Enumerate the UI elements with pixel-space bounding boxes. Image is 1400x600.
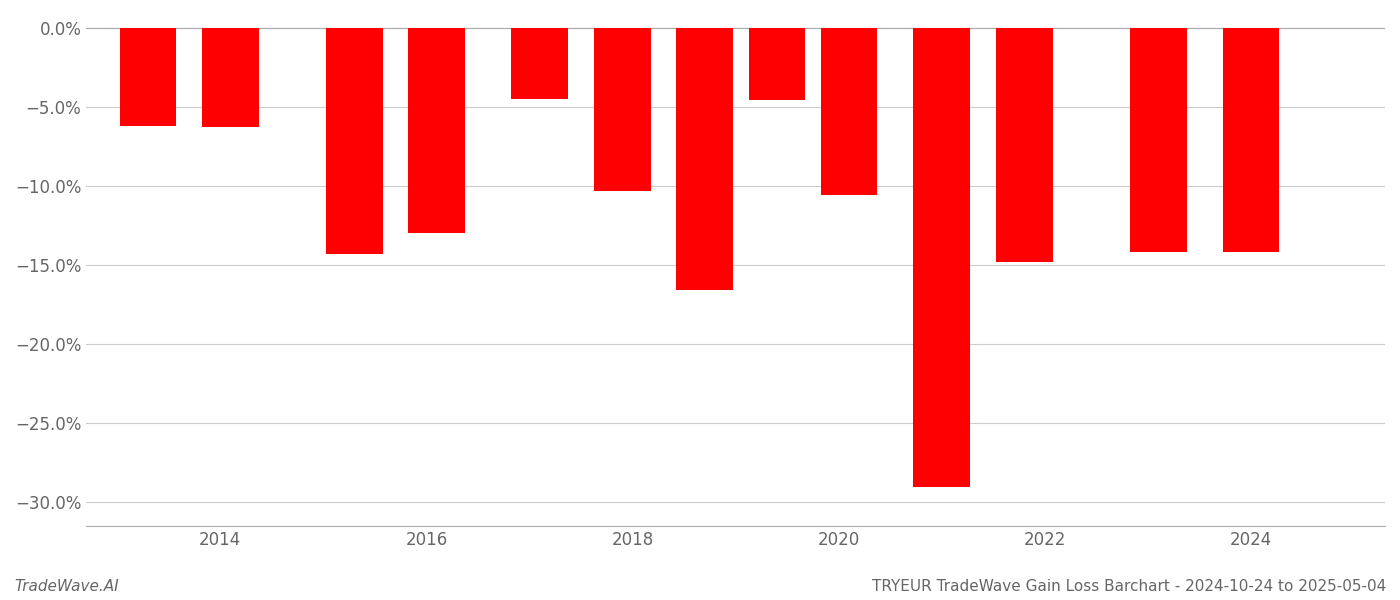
Bar <box>913 28 970 487</box>
Bar <box>594 28 651 191</box>
Bar <box>1130 28 1187 253</box>
Bar <box>749 28 805 100</box>
Bar <box>202 28 259 127</box>
Bar <box>676 28 734 290</box>
Bar <box>1222 28 1280 253</box>
Text: TradeWave.AI: TradeWave.AI <box>14 579 119 594</box>
Bar <box>326 28 382 254</box>
Bar <box>120 28 176 126</box>
Text: TRYEUR TradeWave Gain Loss Barchart - 2024-10-24 to 2025-05-04: TRYEUR TradeWave Gain Loss Barchart - 20… <box>872 579 1386 594</box>
Bar <box>409 28 465 233</box>
Bar <box>995 28 1053 262</box>
Bar <box>820 28 878 196</box>
Bar <box>511 28 568 99</box>
